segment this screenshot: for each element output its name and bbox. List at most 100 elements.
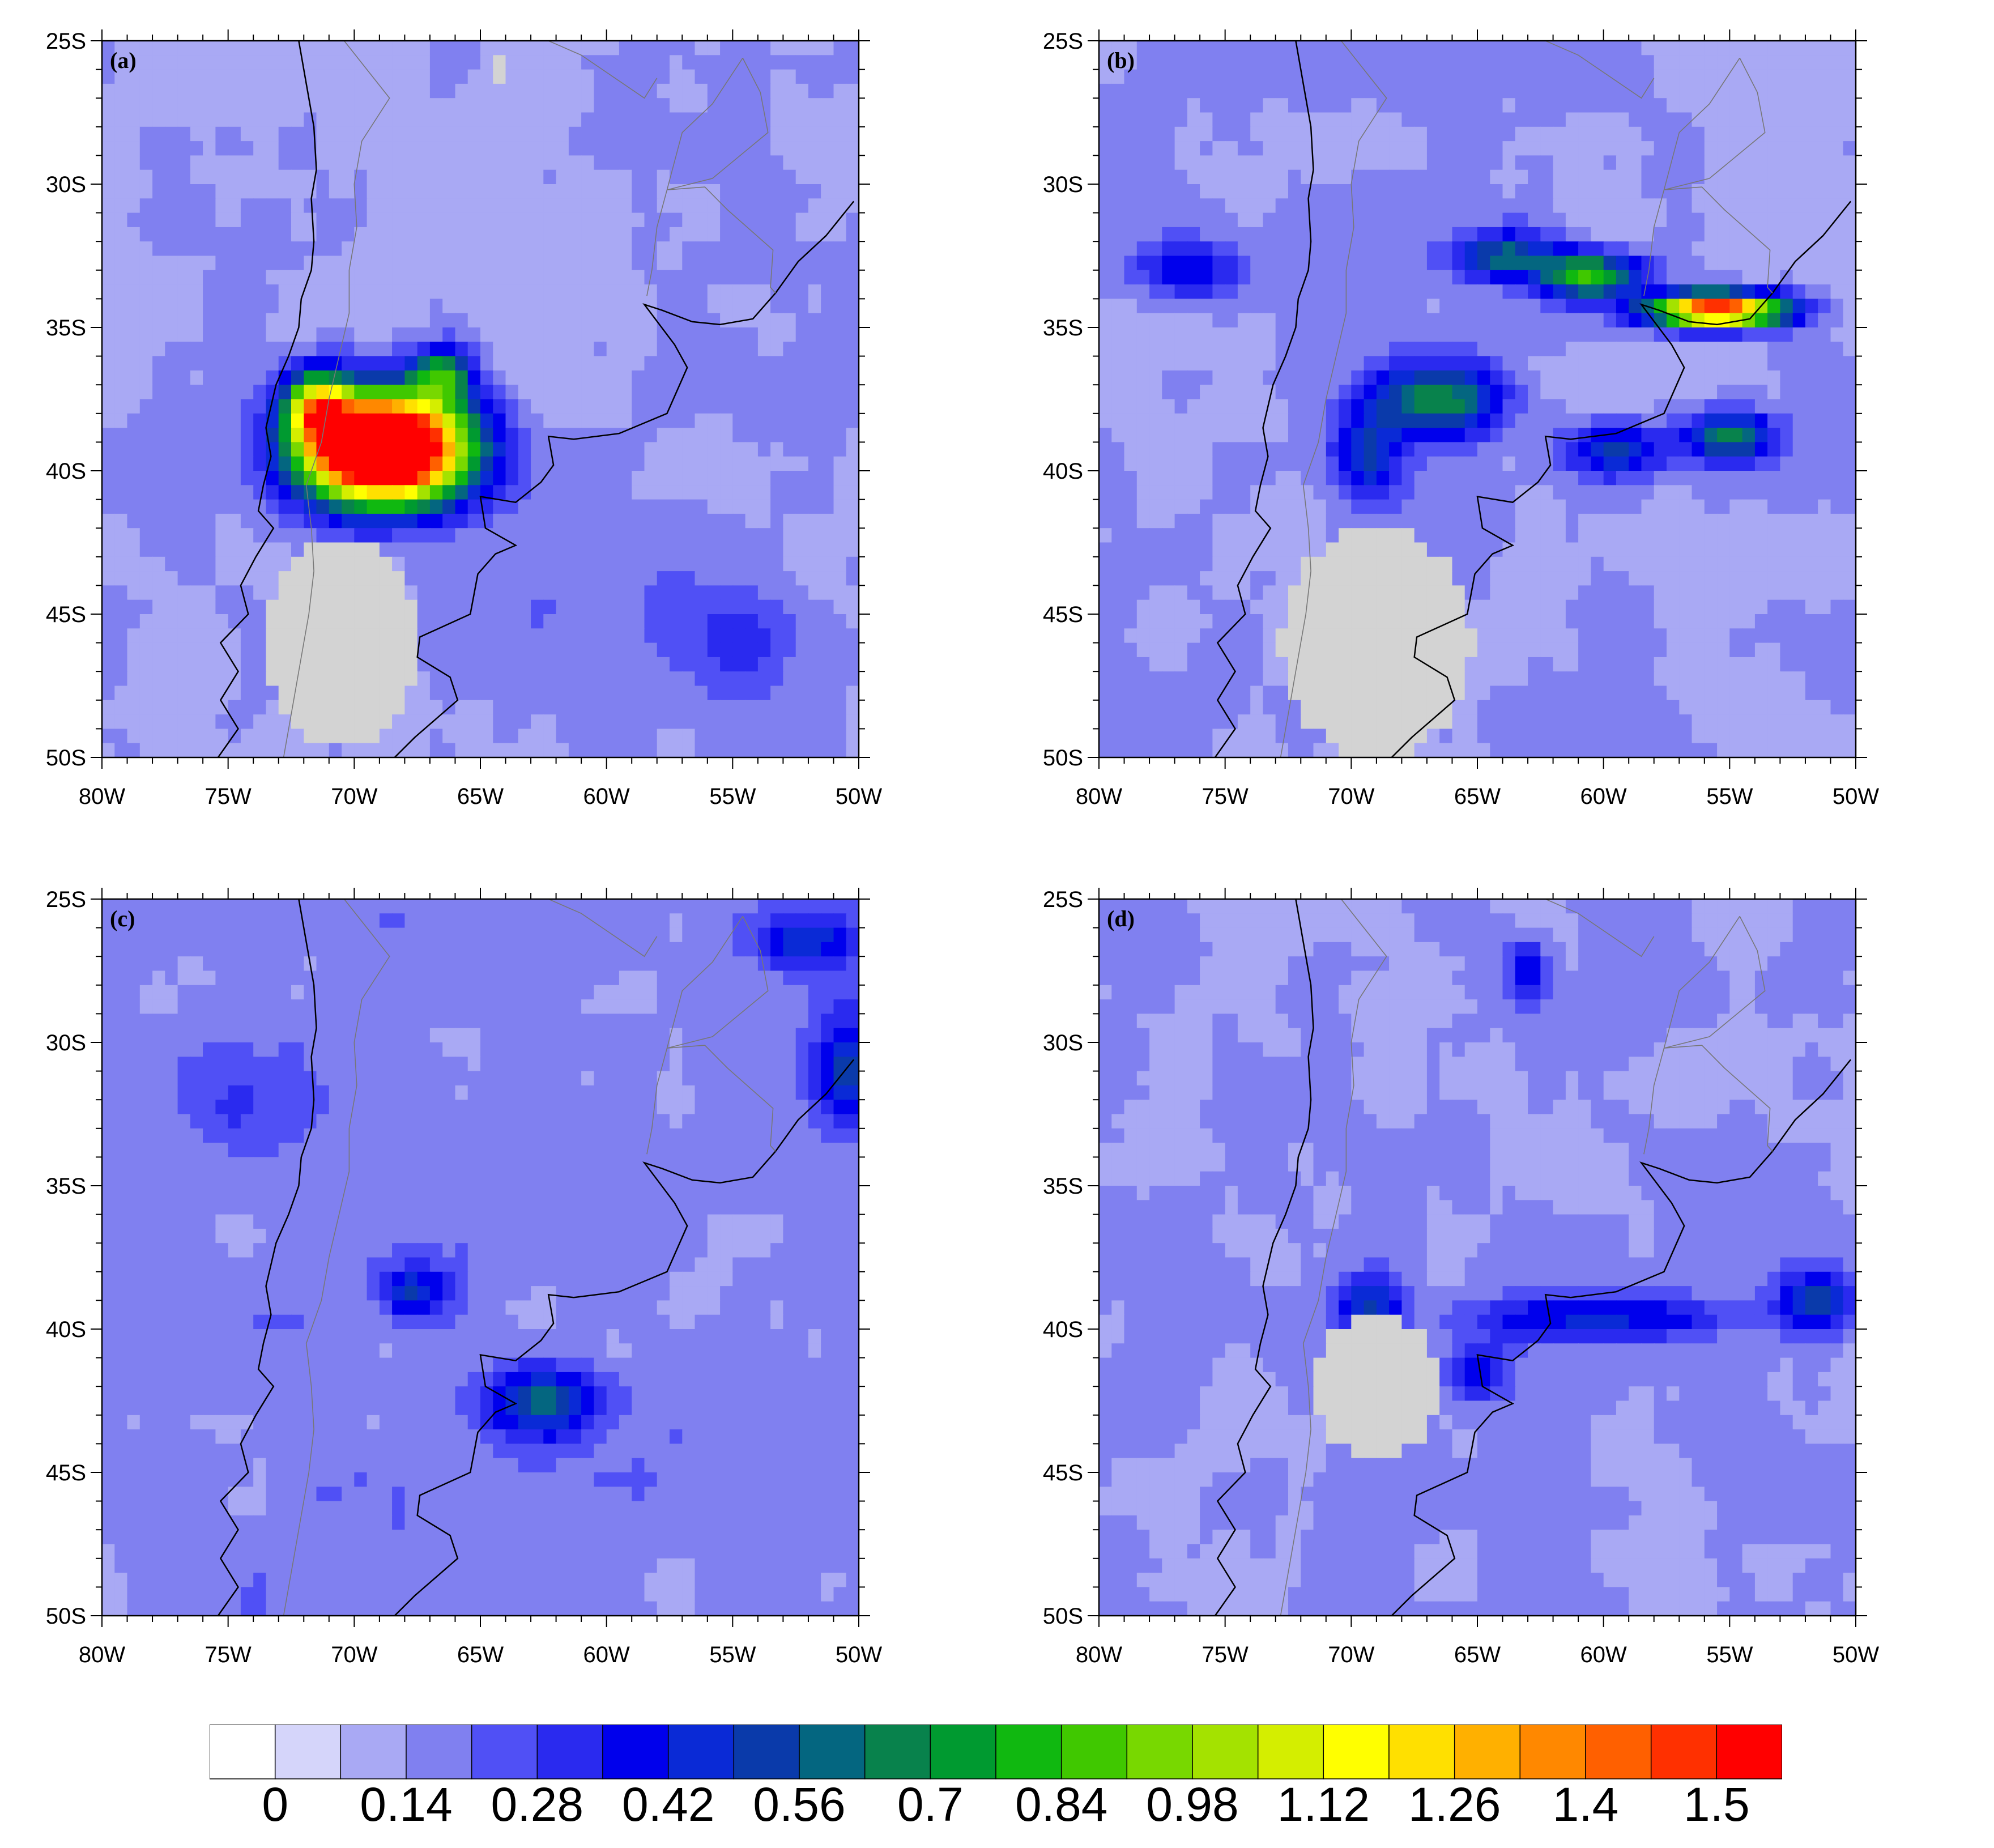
- map-svg-c: 80W 75W 70W 65W 60W 55W 50W 25S 30S 35S 40S 45S 50S (…: [46, 887, 883, 1667]
- colorbar-box: [274, 1724, 342, 1779]
- colorbar-label: 0.56: [753, 1778, 846, 1826]
- colorbar-box: [1585, 1724, 1652, 1779]
- precip-field-a: [102, 41, 859, 757]
- lon-tick-label: 50W: [836, 1642, 882, 1667]
- lon-tick-label: 60W: [1580, 1642, 1627, 1667]
- colorbar-label: 1.4: [1553, 1778, 1619, 1826]
- colorbar-box: [406, 1724, 472, 1779]
- lon-tick-label: 65W: [1454, 784, 1501, 809]
- colorbar-label: 0.7: [897, 1778, 964, 1826]
- lat-tick-label: 45S: [1043, 1460, 1083, 1485]
- colorbar-box: [1257, 1724, 1324, 1779]
- colorbar-label: 1.5: [1684, 1778, 1750, 1826]
- lon-tick-label: 75W: [1202, 784, 1249, 809]
- lat-tick-label: 25S: [1043, 887, 1083, 912]
- panel-label-b: (b): [1107, 48, 1135, 73]
- lon-tick-label: 55W: [1706, 1642, 1753, 1667]
- lon-tick-label: 55W: [1706, 784, 1753, 809]
- colorbar-box: [667, 1724, 735, 1779]
- colorbar: 0 0.14 0.28 0.42 0.56 0.7 0.84 0.98 1.12 1.26 1.4 1…: [210, 1724, 1782, 1826]
- map-svg-b: 80W 75W 70W 65W 60W 55W 50W 25S 30S 35S 40S 45S 50S (…: [1043, 29, 1880, 809]
- colorbar-box: [930, 1724, 996, 1779]
- colorbar-box: [602, 1724, 669, 1779]
- lon-tick-label: 50W: [1833, 784, 1879, 809]
- lat-tick-label: 25S: [46, 887, 86, 912]
- colorbar-box: [471, 1724, 538, 1779]
- colorbar-box: [1650, 1724, 1718, 1779]
- lat-tick-label: 40S: [1043, 1317, 1083, 1342]
- lat-tick-label: 40S: [1043, 459, 1083, 484]
- lon-tick-label: 80W: [79, 1642, 125, 1667]
- colorbar-box: [1519, 1724, 1586, 1779]
- lon-tick-label: 80W: [1076, 1642, 1122, 1667]
- ticks-c: [91, 888, 870, 1627]
- lat-tick-label: 50S: [46, 746, 86, 770]
- ticks-a: [91, 29, 870, 769]
- lat-tick-label: 50S: [1043, 1604, 1083, 1629]
- lat-tick-label: 45S: [46, 1460, 86, 1485]
- colorbar-box: [733, 1724, 800, 1779]
- colorbar-label: 0.98: [1146, 1778, 1239, 1826]
- lon-tick-label: 75W: [1202, 1642, 1249, 1667]
- colorbar-label: 0.84: [1015, 1778, 1108, 1826]
- lat-tick-label: 30S: [46, 1031, 86, 1055]
- colorbar-box: [799, 1724, 866, 1779]
- lon-tick-label: 60W: [1580, 784, 1627, 809]
- map-panel-c: 80W 75W 70W 65W 60W 55W 50W 25S 30S 35S 40S 45S 50S (…: [0, 858, 883, 1667]
- lon-tick-label: 60W: [583, 1642, 630, 1667]
- lon-tick-label: 65W: [457, 784, 504, 809]
- panel-label-d: (d): [1107, 906, 1135, 931]
- lon-tick-label: 70W: [1328, 784, 1374, 809]
- lon-tick-label: 80W: [1076, 784, 1122, 809]
- map-svg-d: 80W 75W 70W 65W 60W 55W 50W 25S 30S 35S 40S 45S 50S (…: [1043, 887, 1880, 1667]
- colorbar-box: [864, 1724, 931, 1779]
- lon-tick-label: 75W: [205, 784, 252, 809]
- lon-tick-label: 65W: [1454, 1642, 1501, 1667]
- lon-tick-label: 60W: [583, 784, 630, 809]
- colorbar-box: [1716, 1724, 1782, 1779]
- lat-tick-label: 35S: [1043, 316, 1083, 340]
- map-panel-a: 80W 75W 70W 65W 60W 55W 50W 25S 30S 35S 40S 45S 50S (…: [0, 0, 883, 809]
- map-panel-d: 80W 75W 70W 65W 60W 55W 50W 25S 30S 35S 40S 45S 50S (…: [997, 858, 1880, 1667]
- lat-tick-label: 35S: [46, 1174, 86, 1199]
- lat-tick-label: 40S: [46, 459, 86, 484]
- colorbar-label: 0.14: [360, 1778, 453, 1826]
- lat-tick-label: 30S: [46, 172, 86, 197]
- lon-tick-label: 70W: [331, 1642, 377, 1667]
- lon-tick-label: 55W: [709, 784, 756, 809]
- colorbar-box: [1388, 1724, 1455, 1779]
- colorbar-label: 1.26: [1408, 1778, 1501, 1826]
- precip-field-c: [102, 899, 859, 1616]
- map-svg-a: 80W 75W 70W 65W 60W 55W 50W 25S 30S 35S 40S 45S 50S (…: [46, 29, 883, 809]
- lat-tick-label: 50S: [46, 1604, 86, 1629]
- lat-tick-label: 25S: [46, 29, 86, 54]
- colorbar-box: [1454, 1724, 1521, 1779]
- map-panel-b: 80W 75W 70W 65W 60W 55W 50W 25S 30S 35S 40S 45S 50S (…: [997, 0, 1880, 809]
- colorbar-boxes: [210, 1724, 1782, 1779]
- panel-label-a: (a): [110, 48, 137, 73]
- lon-tick-label: 55W: [709, 1642, 756, 1667]
- lon-tick-label: 50W: [836, 784, 882, 809]
- lat-tick-label: 45S: [1043, 602, 1083, 627]
- coastlines-d: [1214, 899, 1852, 1616]
- colorbar-box: [1192, 1724, 1259, 1779]
- lat-tick-label: 45S: [46, 602, 86, 627]
- colorbar-label: 1.12: [1277, 1778, 1370, 1826]
- colorbar-box: [340, 1724, 407, 1779]
- panel-label-c: (c): [110, 906, 135, 931]
- colorbar-box: [1126, 1724, 1193, 1779]
- lat-tick-label: 35S: [1043, 1174, 1083, 1199]
- lon-tick-label: 65W: [457, 1642, 504, 1667]
- colorbar-box: [536, 1724, 603, 1779]
- colorbar-label: 0.28: [491, 1778, 584, 1826]
- lat-tick-label: 25S: [1043, 29, 1083, 54]
- precip-field-b: [1099, 41, 1856, 757]
- lat-tick-label: 30S: [1043, 172, 1083, 197]
- lon-tick-label: 70W: [331, 784, 377, 809]
- lon-tick-label: 80W: [79, 784, 125, 809]
- ticks-d: [1088, 888, 1867, 1627]
- colorbar-box: [1060, 1724, 1128, 1779]
- lat-tick-label: 35S: [46, 316, 86, 340]
